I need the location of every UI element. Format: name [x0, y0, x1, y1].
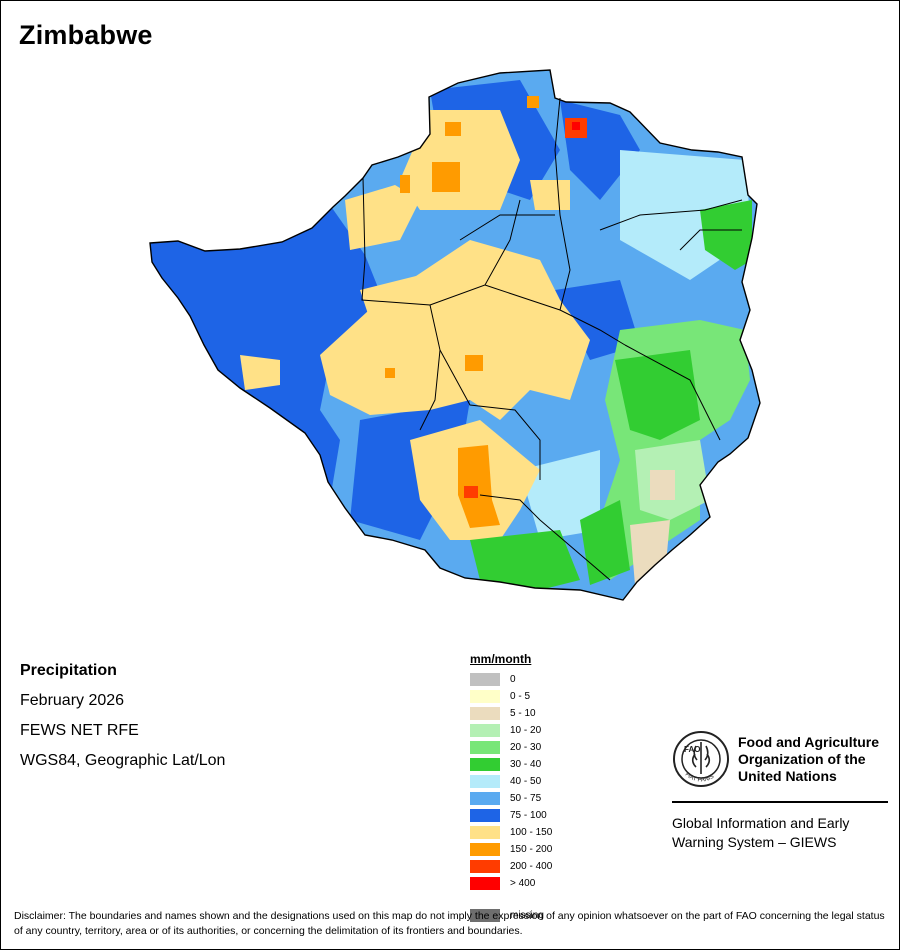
legend-swatch — [470, 724, 500, 737]
legend-swatch — [470, 860, 500, 873]
legend-item: 5 - 10 — [470, 705, 552, 722]
legend-label: 5 - 10 — [510, 708, 536, 719]
emblem-motto: FIAT PANIS — [684, 772, 716, 784]
fao-logo-block: FAO FIAT PANIS Food and Agriculture Orga… — [672, 730, 888, 850]
svg-text:FIAT PANIS: FIAT PANIS — [684, 772, 716, 784]
legend: mm/month 0 0 - 5 5 - 10 10 - 20 20 - 30 … — [470, 652, 552, 924]
legend-label: missing — [510, 910, 544, 921]
legend-label: 75 - 100 — [510, 810, 547, 821]
legend-swatch — [470, 809, 500, 822]
legend-label: 0 - 5 — [510, 691, 531, 702]
legend-label: 100 - 150 — [510, 827, 553, 838]
legend-item: 150 - 200 — [470, 841, 552, 858]
legend-item: 100 - 150 — [470, 824, 552, 841]
legend-item: 50 - 75 — [470, 790, 552, 807]
projection-label: WGS84, Geographic Lat/Lon — [20, 752, 226, 769]
map-info: Precipitation February 2026 FEWS NET RFE… — [20, 656, 225, 776]
legend-label: 0 — [510, 674, 516, 685]
legend-label: 200 - 400 — [510, 861, 553, 872]
legend-label: 20 - 30 — [510, 742, 542, 753]
legend-title: mm/month — [470, 652, 532, 666]
legend-label: 30 - 40 — [510, 759, 542, 770]
legend-item: 30 - 40 — [470, 756, 552, 773]
emblem-letters: FAO — [684, 745, 700, 754]
legend-swatch — [470, 741, 500, 754]
period-label: February 2026 — [20, 692, 125, 709]
legend-item: 40 - 50 — [470, 773, 552, 790]
legend-label: 10 - 20 — [510, 725, 542, 736]
legend-swatch — [470, 673, 500, 686]
legend-swatch — [470, 707, 500, 720]
legend-label: 150 - 200 — [510, 844, 553, 855]
legend-item-missing: missing — [470, 907, 552, 924]
legend-label: > 400 — [510, 878, 536, 889]
legend-swatch — [470, 758, 500, 771]
giews-name: Global Information and Early Warning Sys… — [672, 815, 850, 850]
source-label: FEWS NET RFE — [20, 722, 139, 739]
legend-swatch — [470, 792, 500, 805]
legend-item: > 400 — [470, 875, 552, 892]
legend-swatch — [470, 826, 500, 839]
legend-item: 200 - 400 — [470, 858, 552, 875]
legend-item: 20 - 30 — [470, 739, 552, 756]
legend-label: 50 - 75 — [510, 793, 542, 804]
legend-swatch — [470, 909, 500, 922]
legend-item: 0 - 5 — [470, 688, 552, 705]
variable-label: Precipitation — [20, 662, 117, 679]
legend-swatch — [470, 775, 500, 788]
legend-swatch — [470, 843, 500, 856]
legend-swatch — [470, 690, 500, 703]
map-title: Zimbabwe — [19, 20, 153, 50]
legend-swatch — [470, 877, 500, 890]
legend-label: 40 - 50 — [510, 776, 542, 787]
precipitation-map — [149, 69, 761, 601]
fao-emblem-icon: FAO FIAT PANIS — [673, 731, 729, 787]
logo-divider — [672, 801, 888, 803]
disclaimer: Disclaimer: The boundaries and names sho… — [14, 910, 885, 937]
legend-item: 75 - 100 — [470, 807, 552, 824]
legend-item: 10 - 20 — [470, 722, 552, 739]
fao-name: Food and Agriculture Organization of the… — [738, 734, 880, 784]
legend-item: 0 — [470, 671, 552, 688]
